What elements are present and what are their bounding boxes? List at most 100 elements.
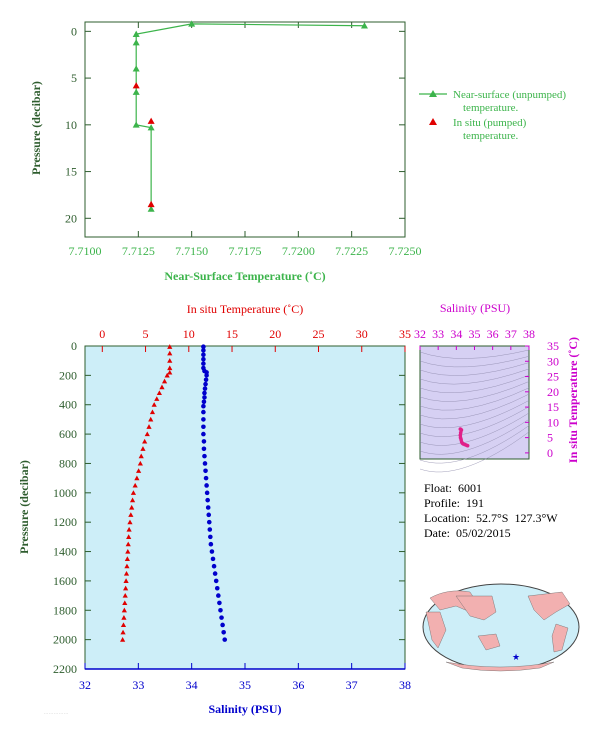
land-antarctica	[445, 661, 555, 672]
near-surface-series	[132, 20, 368, 212]
salinity-axis-tick-label: 38	[399, 678, 411, 692]
salinity-point	[204, 490, 210, 496]
salinity-point	[204, 483, 209, 488]
temperature-point	[159, 384, 165, 390]
near-surface-y-axis-label: Pressure (decibar)	[29, 81, 43, 175]
ts-y-tick-label: 15	[547, 400, 559, 414]
ts-y-tick-label: 20	[547, 385, 559, 399]
temperature-point	[120, 629, 126, 635]
salinity-point	[221, 629, 226, 635]
salinity-point	[202, 453, 207, 459]
near-surface-y-tick-label: 5	[71, 71, 77, 85]
temperature-axis-tick-label: 35	[399, 327, 411, 341]
temperature-point	[120, 637, 126, 642]
salinity-axis-tick-label: 37	[346, 678, 358, 692]
salinity-point	[206, 512, 212, 518]
ts-point	[465, 443, 470, 448]
temperature-axis-tick-label: 5	[143, 327, 149, 341]
ts-x-tick-label: 34	[450, 327, 462, 341]
temperature-axis-tick-label: 30	[356, 327, 368, 341]
ts-density-contour	[419, 368, 530, 385]
ts-density-contour	[419, 406, 530, 437]
salinity-point	[220, 622, 225, 628]
salinity-point	[201, 352, 206, 358]
temperature-point	[132, 482, 138, 488]
profile-y-tick-label: 600	[59, 427, 77, 441]
temperature-point	[134, 475, 140, 481]
near-surface-unpumped-point	[147, 205, 155, 212]
temperature-point	[140, 446, 146, 451]
footer-tag: . . . . . . . . . . . . . . .	[44, 711, 68, 715]
profile-y-tick-label: 2200	[53, 662, 77, 676]
ts-density-contour	[419, 400, 530, 428]
near-surface-pumped-point	[147, 117, 155, 124]
near-surface-unpumped-point	[132, 121, 140, 128]
temperature-point	[151, 402, 157, 407]
ts-density-contour	[419, 431, 530, 473]
temperature-point	[125, 541, 131, 547]
profile-y-tick-label: 1800	[53, 603, 77, 617]
location-lat: 52.7°S	[475, 511, 509, 525]
temperature-axis-tick-label: 10	[183, 327, 195, 341]
profile-value: 191	[466, 496, 484, 510]
ts-density-contour	[419, 425, 530, 464]
near-surface-unpumped-point	[132, 65, 140, 72]
salinity-point	[202, 386, 208, 391]
salinity-axis-tick-label: 34	[186, 678, 198, 692]
salinity-point	[202, 390, 207, 396]
legend-unpumped-marker	[429, 90, 437, 97]
profile-label: Profile:	[424, 496, 460, 510]
temperature-point	[124, 556, 130, 561]
ts-y-tick-label: 35	[547, 339, 559, 353]
temperature-axis-tick-label: 0	[99, 327, 105, 341]
ts-y-tick-label: 5	[547, 431, 553, 445]
location-map: ★	[422, 583, 580, 672]
salinity-point	[214, 585, 220, 591]
ts-y-tick-label: 10	[547, 415, 559, 429]
temperature-point	[167, 365, 173, 371]
near-surface-x-tick-label: 7.7125	[122, 244, 155, 258]
land-asia	[455, 595, 497, 621]
profile-series	[120, 344, 228, 642]
temperature-point	[120, 622, 127, 628]
temperature-point	[167, 358, 173, 363]
ts-series	[458, 427, 470, 448]
temperature-point	[129, 504, 135, 510]
temperature-point	[126, 534, 132, 539]
salinity-point	[201, 439, 207, 444]
legend-pumped-marker	[429, 118, 437, 125]
near-surface-x-tick-label: 7.7225	[335, 244, 368, 258]
ts-x-tick-label: 32	[414, 327, 426, 341]
profile-y-tick-label: 800	[59, 456, 77, 470]
temperature-point	[128, 512, 134, 517]
temperature-point	[138, 453, 144, 459]
near-surface-y-tick-label: 0	[71, 24, 77, 38]
salinity-point	[203, 475, 209, 481]
salinity-point	[203, 468, 208, 474]
ts-density-contour	[419, 362, 530, 376]
near-surface-x-tick-label: 7.7100	[69, 244, 102, 258]
temperature-point	[123, 578, 129, 583]
ts-density-contour	[419, 412, 530, 446]
profile-y-tick-label: 1000	[53, 486, 77, 500]
salinity-point	[201, 431, 206, 437]
near-surface-unpumped-point	[132, 30, 140, 37]
salinity-point	[216, 593, 221, 598]
temperature-point	[136, 468, 142, 473]
land-australia	[477, 633, 501, 651]
near-surface-x-tick-label: 7.7175	[229, 244, 262, 258]
temperature-point	[123, 570, 130, 576]
temperature-point	[164, 372, 170, 378]
salinity-point	[208, 534, 213, 540]
salinity-point	[219, 615, 224, 620]
salinity-point	[208, 541, 214, 547]
near-surface-legend: Near-surface (unpumped) temperature. In …	[419, 89, 566, 142]
temperature-point	[137, 460, 143, 466]
profile-y-tick-label: 400	[59, 398, 77, 412]
temperature-point	[148, 416, 154, 422]
near-surface-y-ticks: 0 5 10 15 20	[65, 24, 405, 225]
salinity-axis-tick-label: 35	[239, 678, 251, 692]
temperature-point	[123, 585, 129, 591]
profile-y-ticks: 0 200 400 600 800 1000 1200 1400 1600 1800 2000 220…	[53, 339, 405, 676]
